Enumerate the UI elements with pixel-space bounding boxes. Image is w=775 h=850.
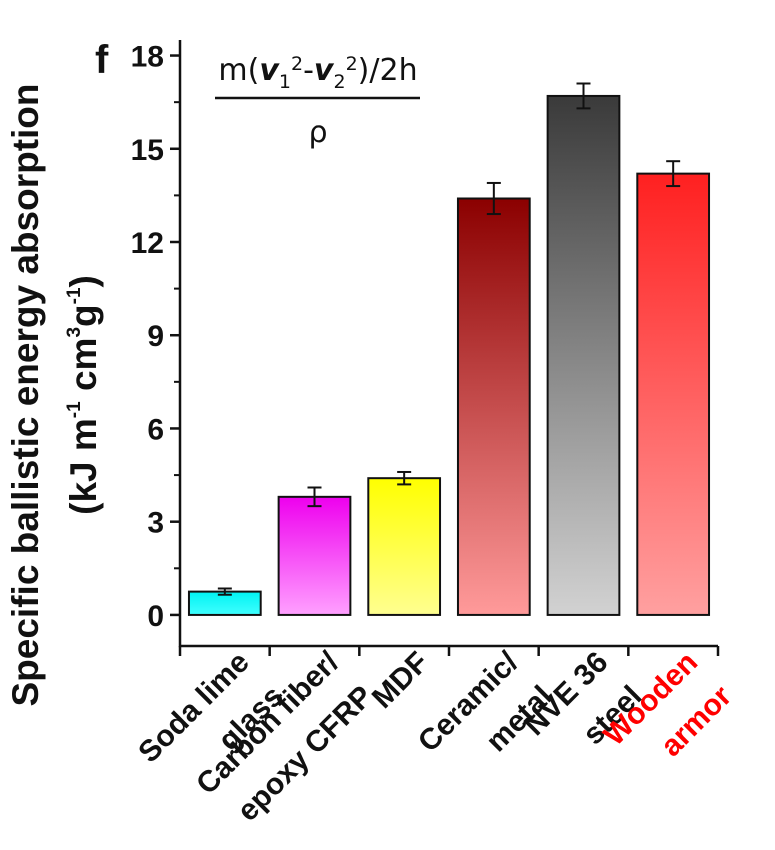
axes-layer: 0 3 6 9 12 15 18 bbox=[131, 40, 720, 656]
formula-numerator: m(v12-v22)/2h bbox=[218, 53, 417, 93]
svg-text:(kJ m-1 cm3g-1): (kJ m-1 cm3g-1) bbox=[63, 275, 104, 515]
y-unit-part-4: ) bbox=[63, 275, 104, 287]
panel-label: f bbox=[95, 38, 109, 82]
formula-annotation: m(v12-v22)/2h ρ bbox=[215, 53, 420, 150]
y-tick-label-4: 12 bbox=[131, 227, 164, 260]
formula-denominator: ρ bbox=[308, 115, 327, 150]
y-axis-unit: (kJ m-1 cm3g-1) bbox=[63, 275, 104, 515]
y-unit-exp-2: 3 bbox=[64, 327, 85, 338]
error-bars-layer bbox=[217, 82, 681, 596]
y-unit-part-3: g bbox=[63, 304, 104, 327]
bar-5 bbox=[636, 172, 711, 616]
y-tick-label-2: 6 bbox=[147, 413, 164, 446]
y-unit-part-2: cm bbox=[63, 338, 104, 402]
y-unit-exp-1: -1 bbox=[64, 401, 85, 418]
bars-layer bbox=[187, 94, 711, 616]
y-tick-label-6: 18 bbox=[131, 41, 164, 74]
bar-3 bbox=[456, 197, 531, 616]
y-unit-exp-3: -1 bbox=[64, 287, 85, 304]
y-tick-label-5: 15 bbox=[131, 134, 164, 167]
y-tick-label-0: 0 bbox=[147, 600, 164, 633]
y-axis-title: Specific ballistic energy absorption bbox=[5, 83, 46, 706]
y-axis-title-line1: Specific ballistic energy absorption bbox=[5, 83, 46, 706]
y-tick-label-1: 3 bbox=[147, 507, 164, 540]
category-label-5: Woodenarmor bbox=[598, 645, 739, 786]
y-tick-label-3: 9 bbox=[147, 320, 164, 353]
bar-1 bbox=[277, 495, 352, 616]
bar-4 bbox=[546, 94, 621, 616]
y-unit-part-1: (kJ m bbox=[63, 418, 104, 515]
bar-2 bbox=[367, 477, 442, 616]
